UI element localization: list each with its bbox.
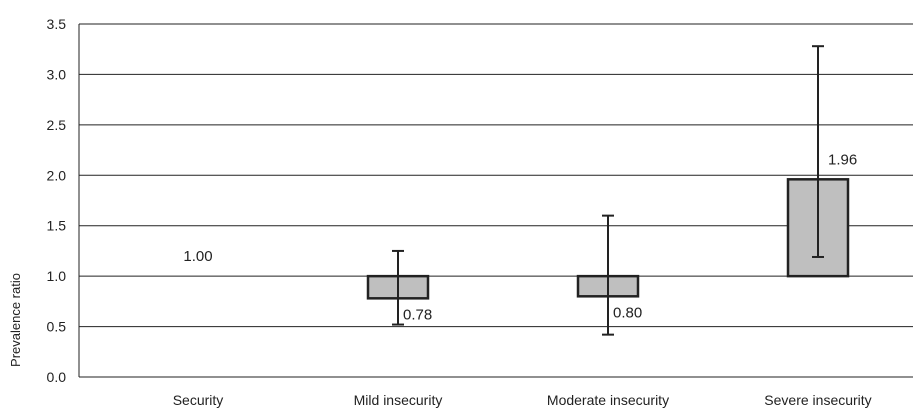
y-tick-label: 3.0: [47, 66, 67, 82]
y-axis-title: Prevalence ratio: [8, 273, 23, 367]
category-label: Mild insecurity: [354, 392, 443, 408]
value-label: 1.00: [183, 248, 212, 265]
value-label: 1.96: [828, 151, 857, 168]
category-label: Severe insecurity: [764, 392, 871, 408]
value-labels: 1.00 0.78 0.80 1.96: [183, 151, 857, 323]
y-tick-label: 0.0: [47, 369, 67, 385]
category-label: Security: [173, 392, 224, 408]
value-label: 0.78: [403, 306, 432, 323]
y-axis-ticks: 0.0 0.5 1.0 1.5 2.0 2.5 3.0 3.5: [47, 16, 67, 385]
x-axis-categories: Security Mild insecurity Moderate insecuri…: [173, 392, 872, 408]
value-label: 0.80: [613, 304, 642, 321]
y-tick-label: 1.5: [47, 218, 67, 234]
y-tick-label: 0.5: [47, 319, 67, 335]
y-tick-label: 2.0: [47, 167, 67, 183]
error-bars: [392, 45, 824, 336]
y-tick-label: 2.5: [47, 117, 67, 133]
gridlines: [78, 23, 913, 378]
y-tick-label: 1.0: [47, 268, 67, 284]
category-label: Moderate insecurity: [547, 392, 669, 408]
y-tick-label: 3.5: [47, 16, 67, 32]
